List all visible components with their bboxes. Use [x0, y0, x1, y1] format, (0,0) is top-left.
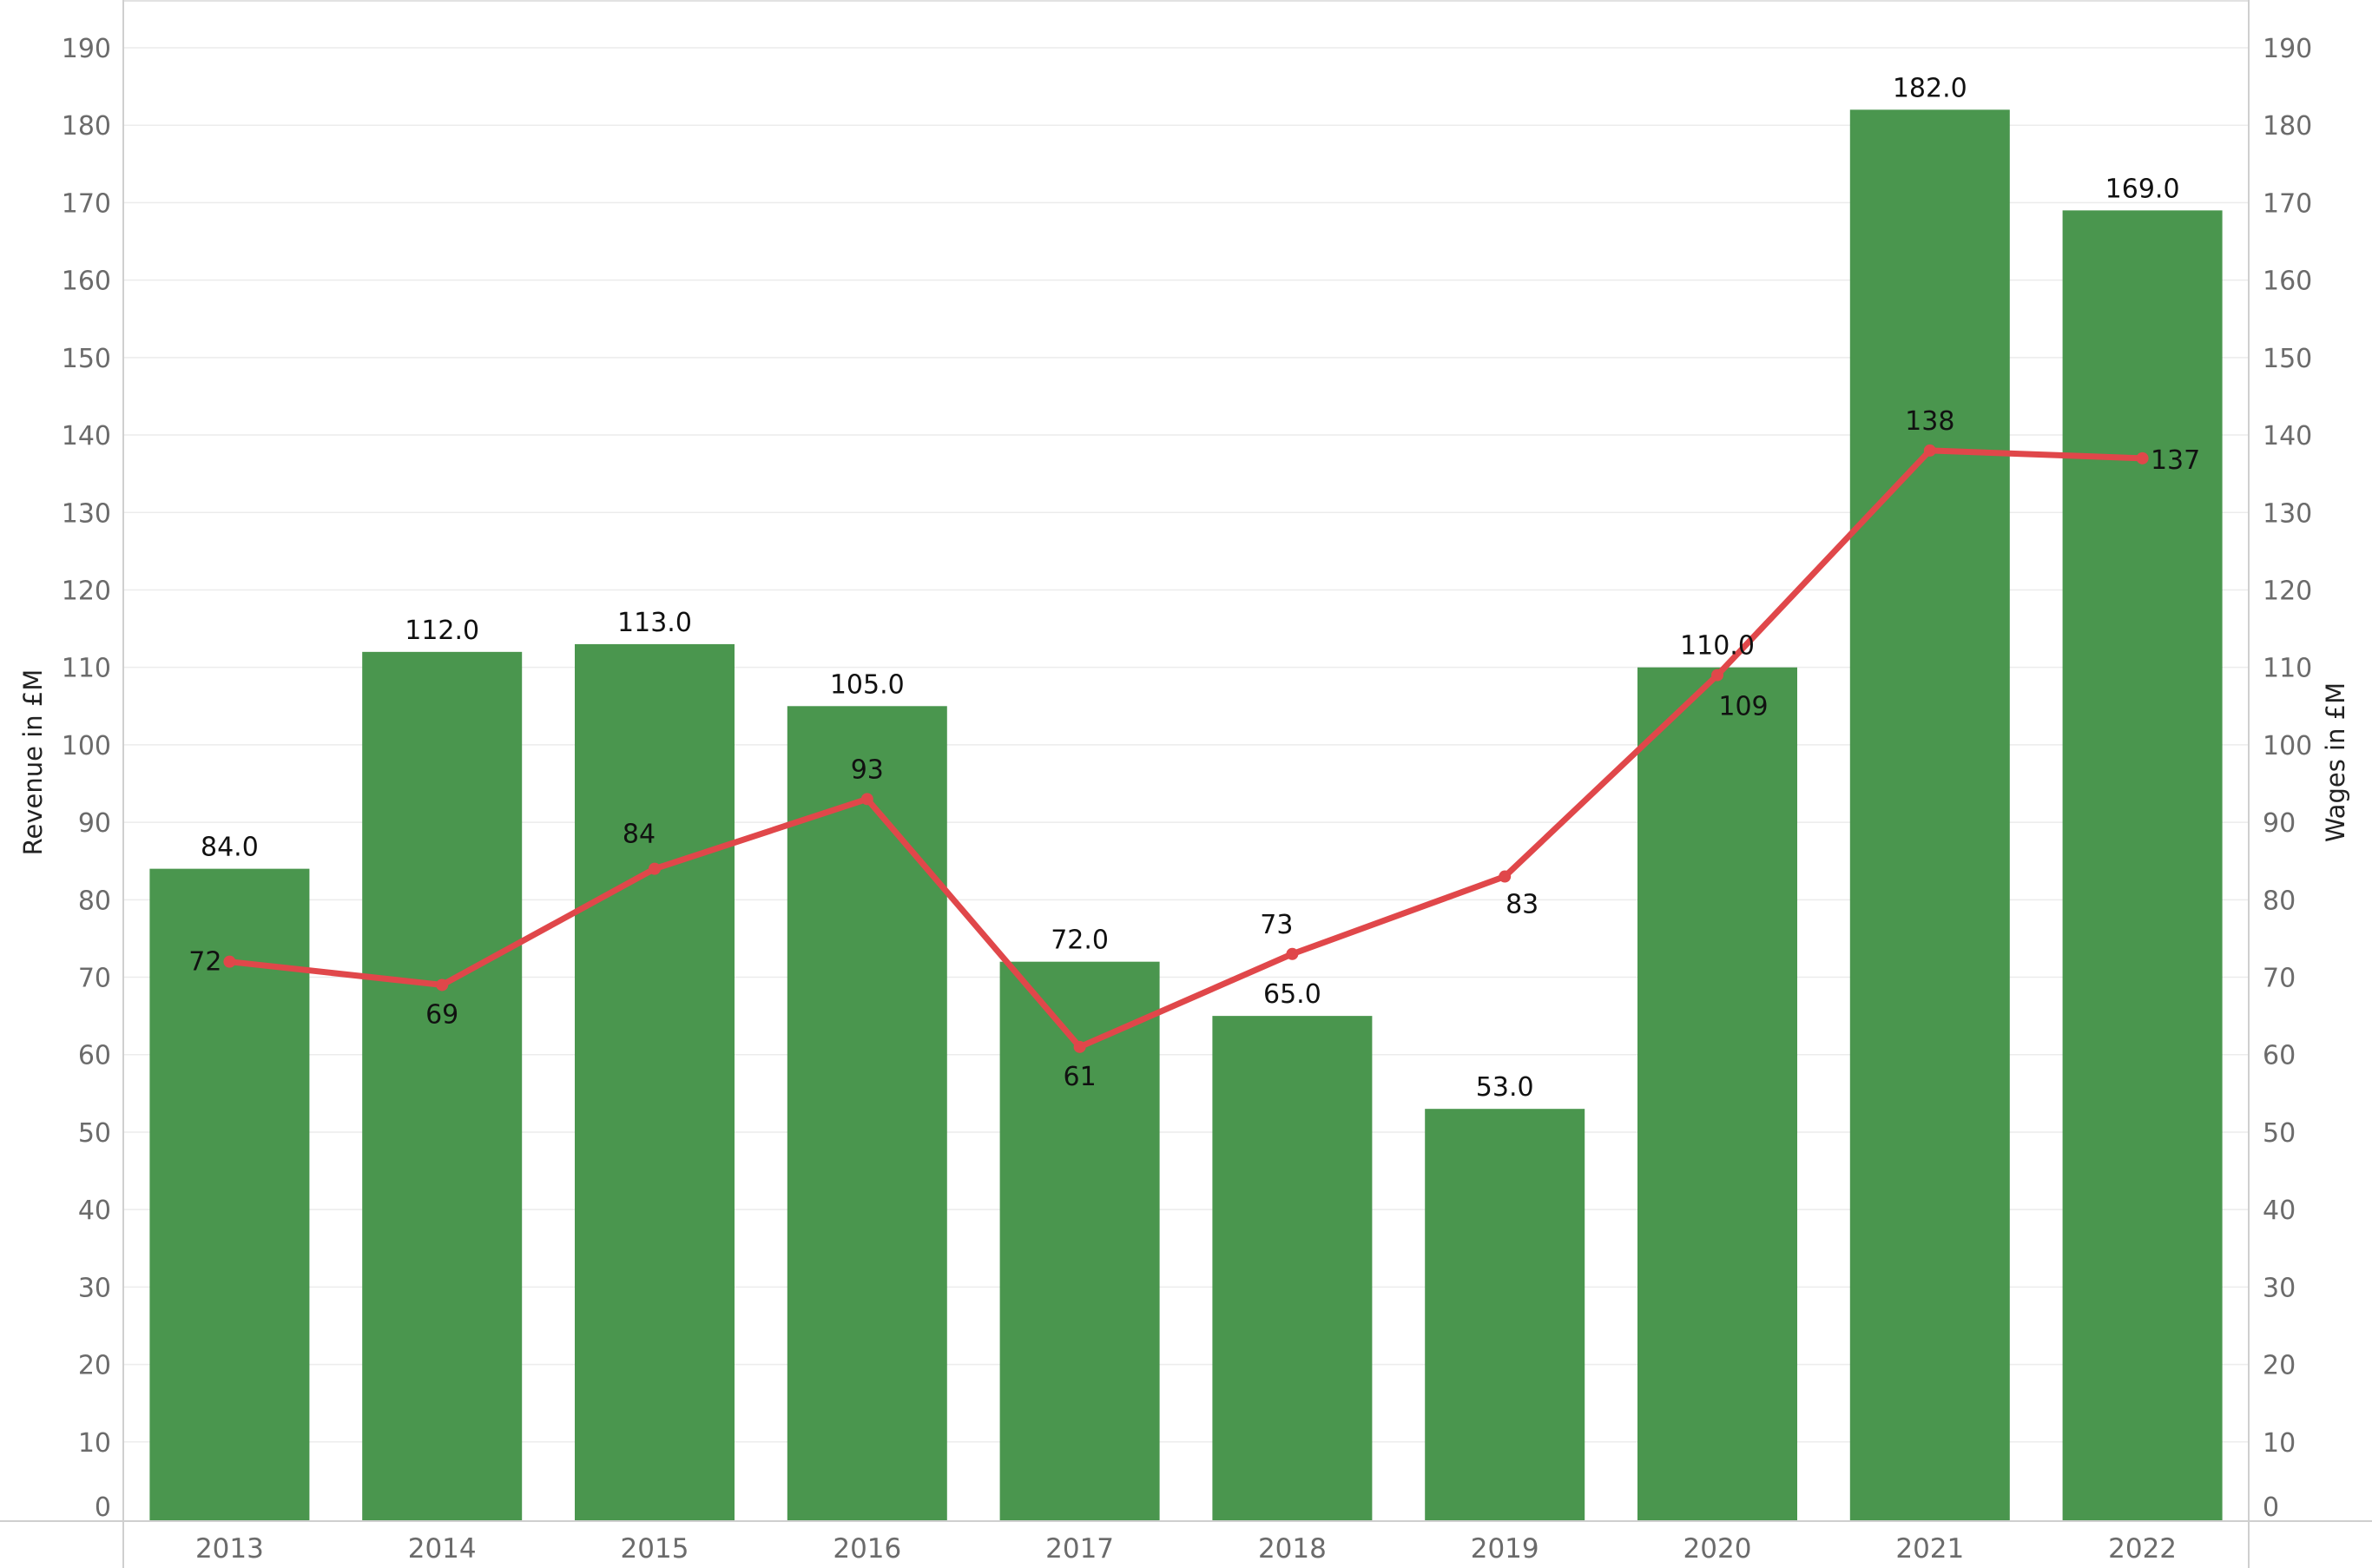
wages-line	[223, 444, 2149, 1053]
x-tick-label: 2016	[833, 1533, 901, 1565]
x-tick-label: 2017	[1045, 1533, 1114, 1565]
x-tick-label: 2020	[1683, 1533, 1752, 1565]
wages-point	[860, 793, 873, 806]
y-tick-label: 90	[78, 808, 111, 839]
wages-value-label: 69	[425, 999, 458, 1030]
revenue-bar	[999, 961, 1160, 1521]
y-tick-label: 80	[78, 886, 111, 916]
revenue-bar	[362, 651, 523, 1521]
wages-value-label: 138	[1905, 406, 1954, 437]
bar-value-label: 182.0	[1893, 73, 1967, 103]
y2-tick-label: 180	[2263, 111, 2312, 142]
wages-value-label: 83	[1506, 890, 1539, 920]
x-tick-label: 2015	[621, 1533, 689, 1565]
y-tick-label: 170	[62, 188, 111, 219]
y2-tick-label: 100	[2263, 731, 2312, 761]
wages-point	[436, 978, 449, 992]
right-axis-title: Wages in £M	[2321, 682, 2350, 842]
y2-tick-label: 190	[2263, 34, 2312, 64]
bar-value-label: 53.0	[1476, 1072, 1534, 1103]
bar-value-label: 112.0	[405, 616, 479, 646]
wages-point	[223, 955, 236, 968]
bar-value-label: 110.0	[1680, 631, 1755, 662]
y-tick-label: 100	[62, 731, 111, 761]
revenue-bar	[787, 706, 947, 1521]
y-tick-label: 0	[95, 1492, 111, 1523]
y-tick-label: 150	[62, 344, 111, 374]
revenue-bar	[2062, 210, 2223, 1522]
revenue-bar	[1849, 109, 2010, 1522]
y2-tick-label: 90	[2263, 808, 2296, 839]
y-tick-label: 180	[62, 111, 111, 142]
bar-value-label: 65.0	[1263, 979, 1321, 1010]
wages-value-label: 93	[851, 754, 884, 785]
y2-tick-label: 150	[2263, 344, 2312, 374]
y2-tick-label: 70	[2263, 964, 2296, 994]
x-tick-label: 2014	[408, 1533, 477, 1565]
y-tick-label: 50	[78, 1118, 111, 1149]
wages-value-label: 137	[2151, 445, 2200, 476]
wages-value-label: 73	[1260, 910, 1293, 940]
bar-value-label: 84.0	[201, 833, 259, 863]
revenue-bar	[149, 868, 310, 1521]
y2-tick-label: 110	[2263, 654, 2312, 684]
y2-tick-label: 10	[2263, 1428, 2296, 1459]
wages-point	[1499, 870, 1512, 883]
wages-value-label: 84	[623, 820, 656, 850]
y-tick-label: 110	[62, 654, 111, 684]
x-tick-label: 2013	[195, 1533, 264, 1565]
y-tick-label: 160	[62, 267, 111, 297]
y2-tick-label: 80	[2263, 886, 2296, 916]
wages-value-label: 72	[188, 947, 221, 978]
y2-tick-label: 160	[2263, 267, 2312, 297]
revenue-bars	[149, 109, 2223, 1522]
y2-tick-label: 120	[2263, 576, 2312, 606]
y-tick-label: 60	[78, 1041, 111, 1071]
y-tick-label: 70	[78, 964, 111, 994]
y2-tick-label: 0	[2263, 1492, 2279, 1523]
y-tick-label: 130	[62, 498, 111, 529]
y2-tick-label: 130	[2263, 498, 2312, 529]
revenue-bar	[1212, 1016, 1373, 1521]
wages-value-label: 109	[1718, 692, 1768, 722]
y2-tick-label: 40	[2263, 1196, 2296, 1226]
wages-point	[1923, 444, 1936, 457]
y-tick-label: 190	[62, 34, 111, 64]
wages-point	[1073, 1040, 1086, 1053]
wages-value-label: 61	[1064, 1062, 1097, 1092]
wages-point	[2136, 451, 2149, 464]
x-tick-label: 2019	[1471, 1533, 1539, 1565]
wages-line-path	[226, 447, 2146, 1051]
wages-point	[1711, 669, 1723, 682]
revenue-bar	[575, 643, 735, 1521]
bar-value-label: 105.0	[830, 669, 905, 700]
y-tick-label: 140	[62, 421, 111, 451]
y-tick-label: 120	[62, 576, 111, 606]
y-tick-label: 10	[78, 1428, 111, 1459]
y2-tick-label: 140	[2263, 421, 2312, 451]
y2-tick-label: 30	[2263, 1273, 2296, 1303]
wages-point	[1286, 947, 1299, 960]
data-labels: 84.0 112.0 113.0 105.0 72.0 65.0 53.0 110.0 182.…	[188, 73, 2200, 1103]
left-axis-title: Revenue in £M	[18, 669, 48, 856]
x-tick-label: 2021	[1895, 1533, 1964, 1565]
x-tick-label: 2018	[1258, 1533, 1327, 1565]
wages-point	[649, 862, 661, 875]
y2-tick-label: 60	[2263, 1041, 2296, 1071]
bar-value-label: 113.0	[617, 608, 692, 638]
revenue-bar	[1425, 1109, 1585, 1521]
y-tick-label: 40	[78, 1196, 111, 1226]
y2-tick-label: 50	[2263, 1118, 2296, 1149]
y2-tick-label: 20	[2263, 1351, 2296, 1381]
y2-tick-label: 170	[2263, 188, 2312, 219]
bar-value-label: 169.0	[2105, 174, 2180, 204]
bar-value-label: 72.0	[1051, 926, 1109, 956]
x-tick-label: 2022	[2108, 1533, 2177, 1565]
revenue-bar	[1637, 667, 1797, 1521]
y-tick-label: 30	[78, 1273, 111, 1303]
y-tick-label: 20	[78, 1351, 111, 1381]
